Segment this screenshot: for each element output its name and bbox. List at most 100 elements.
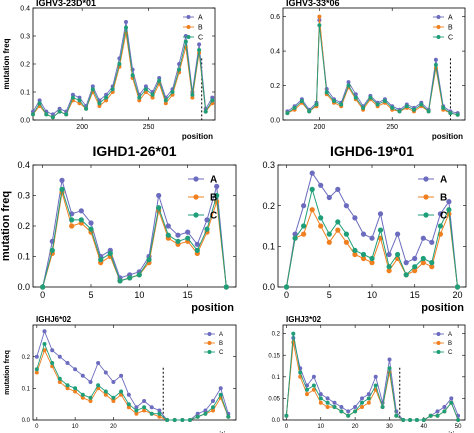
data-point-b [73,389,78,394]
data-point-c [194,247,200,253]
legend-label-b: B [198,24,203,31]
data-point-c [226,414,231,419]
data-point-b [352,251,358,258]
data-point-b [343,239,349,245]
data-point-c [324,90,329,95]
data-point-c [366,396,371,401]
data-point-c [397,109,402,114]
data-point-c [442,409,447,414]
data-point-c [134,408,139,413]
data-point-c [435,413,440,418]
data-point-c [37,101,42,106]
data-point-a [360,231,367,237]
data-point-c [395,251,401,258]
data-point-c [343,231,349,237]
data-point-c [412,264,418,270]
y-tick-label: 0.1 [17,252,30,262]
data-point-c [446,207,452,213]
data-point-c [387,366,392,371]
data-point-c [210,98,215,103]
data-point-c [292,105,297,110]
data-point-b [104,98,109,103]
x-tick-label: 20 [352,424,359,430]
chart-title: IGHJ6*02 [36,315,72,324]
data-point-c [175,238,181,244]
data-point-c [117,278,123,284]
data-point-a [339,405,344,409]
data-point-c [309,186,315,192]
data-point-a [204,217,210,223]
data-point-c [172,418,177,422]
chart-title: IGHD6-19*01 [330,143,414,159]
x-tick-label: 10 [317,424,324,430]
data-point-c [88,226,94,232]
data-point-a [311,374,316,379]
data-point-c [301,223,307,229]
data-point-b [366,400,371,405]
data-point-c [142,405,147,410]
series-line-b [286,208,458,288]
chart-panel-6: 0.00.050.10.150.201020304050IGHJ3*02posi… [268,315,466,433]
legend-label-b: B [219,341,223,347]
data-point-c [57,376,62,381]
data-point-b [369,260,375,266]
data-point-a [88,380,93,384]
data-point-a [157,408,162,413]
data-point-c [332,405,337,409]
data-point-c [130,73,135,78]
series-line-b [285,342,459,421]
data-point-c [291,331,296,336]
legend-marker-c [436,350,441,354]
data-point-c [369,255,375,262]
data-point-c [223,284,229,290]
data-point-a [218,386,223,391]
x-tick-label: 50 [455,424,462,430]
data-point-b [103,392,108,397]
data-point-a [442,405,447,409]
data-point-c [394,413,399,418]
data-point-c [64,112,69,117]
x-tick-label: 10 [134,290,144,300]
data-point-c [137,95,142,100]
data-point-a [377,211,384,217]
legend-label-b: B [448,341,452,347]
series-line-a [285,337,459,421]
data-point-c [346,83,351,88]
x-tick-label: 30 [386,424,393,430]
x-tick-label: 15 [410,290,420,300]
data-point-c [361,105,366,110]
chart-title: IGHV3-33*06 [286,0,340,8]
data-point-c [195,414,200,419]
x-tick-label: 200 [314,124,326,131]
data-point-c [31,112,35,117]
y-tick-label: 0.0 [270,117,280,124]
data-point-c [127,275,133,281]
data-point-a [57,354,62,359]
series-line-c [36,342,229,421]
data-point-a [387,357,392,362]
legend-marker-a [207,332,212,336]
y-tick-label: 0.0 [17,282,30,292]
data-point-a [149,405,154,410]
data-point-c [298,370,303,375]
data-point-c [429,260,435,266]
data-point-c [98,257,104,263]
data-point-b [134,411,139,416]
data-point-c [90,87,95,92]
data-point-c [203,411,208,416]
data-point-c [305,387,309,392]
data-point-a [403,260,409,266]
data-point-b [326,239,332,245]
x-tick-label: 40 [420,424,427,430]
chart-panel-4: 0.0 0.1 0.2 0.3 0 5 10 15 20 IGHD6-19*01 position A… [262,143,467,314]
legend-marker-b [436,341,441,345]
data-point-a [211,399,215,403]
data-point-c [156,205,162,211]
data-point-a [373,374,378,379]
data-point-c [414,418,419,422]
data-point-c [339,409,344,414]
x-tick-label: 20 [452,290,462,300]
data-point-c [307,109,312,114]
y-tick-label: 0.15 [268,353,280,359]
data-point-c [190,92,195,97]
